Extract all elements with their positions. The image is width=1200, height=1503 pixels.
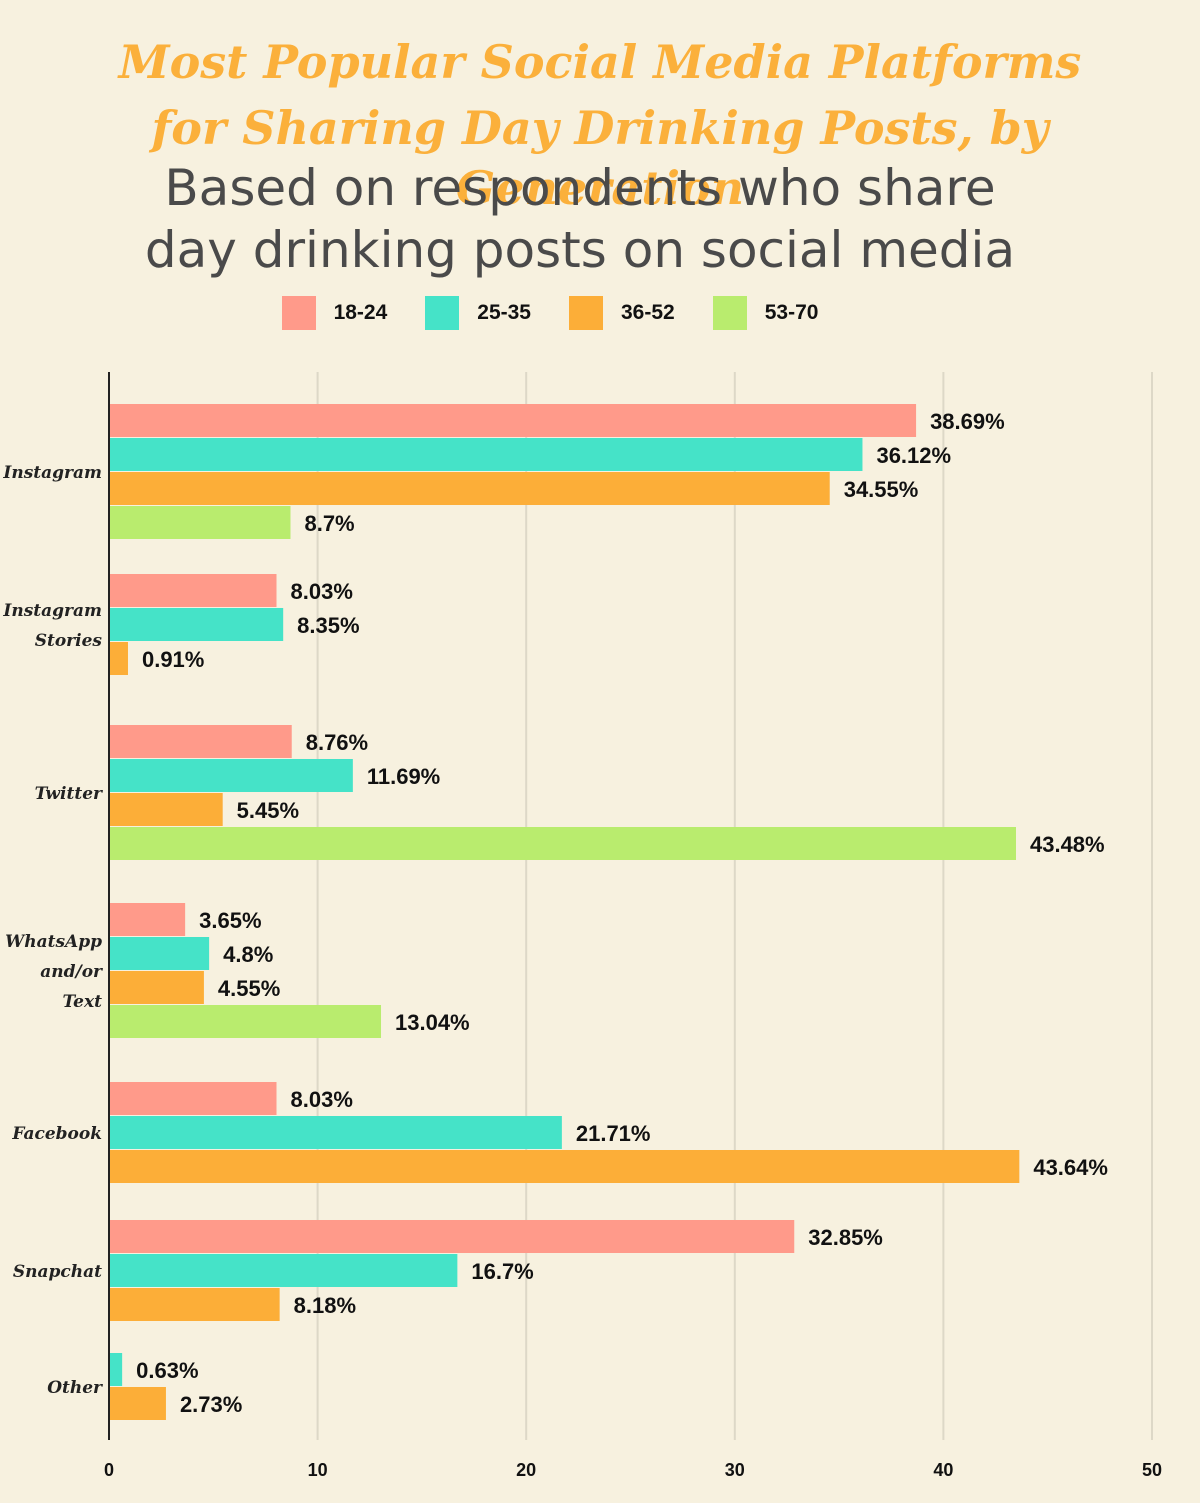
legend-item-25-35: 25-35 [425, 296, 531, 330]
bar-3-25-35 [109, 937, 210, 970]
bar-0-25-35 [109, 438, 863, 471]
bar-3-36-52 [109, 971, 204, 1004]
category-label-1-1: Stories [35, 631, 103, 651]
bar-0-36-52 [109, 472, 830, 505]
value-label-0-18-24: 38.69% [930, 409, 1005, 434]
x-tick-label-20: 20 [516, 1460, 536, 1480]
bar-6-25-35 [109, 1353, 123, 1386]
x-tick-label-10: 10 [308, 1460, 328, 1480]
category-label-1-0: Instagram [2, 601, 102, 621]
value-label-0-25-35: 36.12% [876, 443, 951, 468]
x-tick-label-50: 50 [1142, 1460, 1162, 1480]
category-label-3-1: and/or [40, 962, 103, 982]
bar-6-36-52 [109, 1387, 166, 1420]
bar-2-36-52 [109, 793, 223, 826]
value-label-1-18-24: 8.03% [291, 579, 353, 604]
bar-3-53-70 [109, 1005, 382, 1038]
bar-2-18-24 [109, 725, 292, 758]
bar-4-18-24 [109, 1082, 277, 1115]
legend-label-18-24: 18-24 [333, 301, 388, 324]
category-label-0-0: Instagram [2, 463, 102, 483]
value-label-3-53-70: 13.04% [395, 1010, 470, 1035]
value-label-2-53-70: 43.48% [1030, 832, 1105, 857]
value-label-5-18-24: 32.85% [808, 1225, 883, 1250]
value-label-6-36-52: 2.73% [180, 1392, 242, 1417]
bar-1-25-35 [109, 608, 284, 641]
legend-swatch-36-52 [569, 296, 603, 330]
category-label-3-0: WhatsApp [5, 932, 102, 952]
value-label-4-36-52: 43.64% [1033, 1155, 1108, 1180]
bar-4-36-52 [109, 1150, 1020, 1183]
bar-0-53-70 [109, 506, 291, 539]
x-tick-label-30: 30 [725, 1460, 745, 1480]
value-label-1-25-35: 8.35% [297, 613, 359, 638]
legend-swatch-53-70 [712, 296, 747, 330]
legend-item-36-52: 36-52 [569, 296, 675, 330]
value-label-2-18-24: 8.76% [306, 730, 368, 755]
value-label-6-25-35: 0.63% [136, 1358, 198, 1383]
chart-title-line-1: Most Popular Social Media Platforms [118, 35, 1082, 89]
bar-5-36-52 [109, 1288, 280, 1321]
value-label-4-18-24: 8.03% [291, 1087, 353, 1112]
bar-2-53-70 [109, 827, 1016, 860]
value-label-5-25-35: 16.7% [471, 1259, 533, 1284]
value-label-5-36-52: 8.18% [294, 1293, 356, 1318]
bar-5-25-35 [109, 1254, 458, 1287]
legend-item-18-24: 18-24 [281, 296, 388, 330]
bar-5-18-24 [109, 1220, 795, 1253]
x-tick-label-40: 40 [933, 1460, 953, 1480]
value-label-2-36-52: 5.45% [237, 798, 299, 823]
category-label-4-0: Facebook [11, 1124, 102, 1144]
legend-label-25-35: 25-35 [477, 301, 531, 324]
value-label-0-53-70: 8.7% [304, 511, 354, 536]
value-label-3-18-24: 3.65% [199, 908, 261, 933]
legend-swatch-25-35 [425, 296, 460, 330]
value-label-0-36-52: 34.55% [844, 477, 919, 502]
bar-4-25-35 [109, 1116, 562, 1149]
bar-3-18-24 [109, 903, 186, 936]
bar-0-18-24 [109, 404, 917, 437]
legend-label-53-70: 53-70 [764, 301, 819, 324]
category-label-6-0: Other [47, 1378, 103, 1398]
value-label-3-36-52: 4.55% [218, 976, 280, 1001]
x-tick-label-0: 0 [104, 1460, 114, 1480]
category-label-2-0: Twitter [35, 784, 103, 804]
legend: 18-24 25-35 36-52 53-70 [0, 296, 1100, 330]
category-label-5-0: Snapchat [13, 1262, 102, 1282]
value-label-2-25-35: 11.69% [367, 764, 440, 789]
bar-1-36-52 [109, 642, 128, 675]
value-label-4-25-35: 21.71% [576, 1121, 651, 1146]
chart-subtitle-line-1: Based on respondents who share [164, 159, 996, 217]
bar-2-25-35 [109, 759, 353, 792]
legend-swatch-18-24 [281, 296, 316, 330]
value-label-3-25-35: 4.8% [223, 942, 273, 967]
chart-title-line-2: for Sharing Day Drinking Posts, by Gener… [151, 101, 1049, 215]
chart-subtitle-line-2: day drinking posts on social media [144, 221, 1016, 279]
bar-1-18-24 [109, 574, 277, 607]
category-label-3-2: Text [62, 992, 102, 1012]
legend-label-36-52: 36-52 [621, 301, 675, 324]
legend-item-53-70: 53-70 [712, 296, 819, 330]
value-label-1-36-52: 0.91% [142, 647, 204, 672]
